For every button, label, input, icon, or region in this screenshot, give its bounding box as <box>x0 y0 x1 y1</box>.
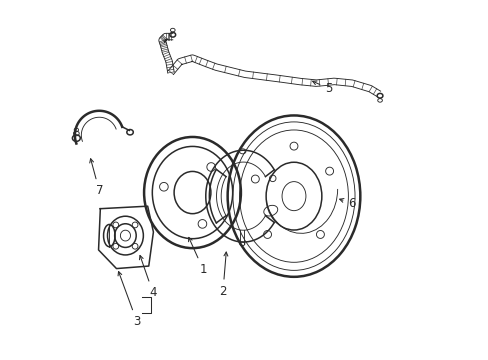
Text: 7: 7 <box>90 159 103 197</box>
Text: 1: 1 <box>188 237 206 276</box>
Text: 5: 5 <box>312 81 332 95</box>
Text: 6: 6 <box>339 197 355 210</box>
Text: 2: 2 <box>219 252 227 298</box>
Text: 3: 3 <box>118 271 141 328</box>
Text: 4: 4 <box>139 256 157 300</box>
